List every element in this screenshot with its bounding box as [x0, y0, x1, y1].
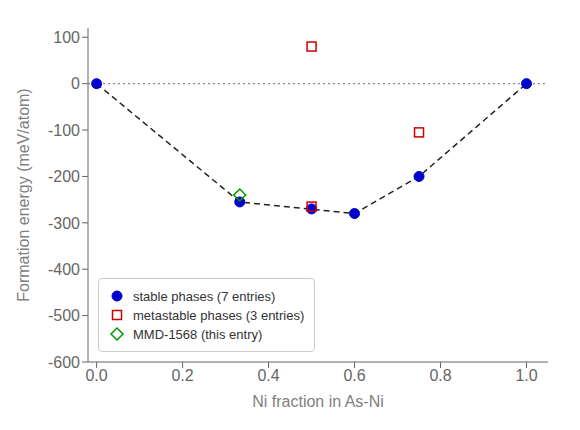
html-text:stable phases (7 entries): stable phases (7 entries): [133, 288, 276, 304]
svg-text:Ni fraction in As-Ni: Ni fraction in As-Ni: [252, 393, 384, 410]
svg-text:-500: -500: [48, 307, 80, 324]
svg-text:0.6: 0.6: [343, 367, 365, 384]
html-text:MMD-1568 (this entry): MMD-1568 (this entry): [133, 326, 263, 342]
svg-text:1.0: 1.0: [515, 367, 537, 384]
svg-text:-300: -300: [48, 215, 80, 232]
svg-text:0.0: 0.0: [85, 367, 107, 384]
svg-text:-200: -200: [48, 168, 80, 185]
svg-text:-100: -100: [48, 122, 80, 139]
svg-text:100: 100: [53, 29, 80, 46]
svg-text:0.8: 0.8: [429, 367, 451, 384]
svg-text:-400: -400: [48, 261, 80, 278]
svg-text:0.2: 0.2: [171, 367, 193, 384]
svg-text:Formation energy (meV/atom): Formation energy (meV/atom): [15, 88, 32, 301]
svg-text:-600: -600: [48, 354, 80, 371]
html-text:metastable phases (3 entries): metastable phases (3 entries): [133, 307, 305, 323]
svg-text:0: 0: [71, 75, 80, 92]
svg-text:0.4: 0.4: [257, 367, 279, 384]
